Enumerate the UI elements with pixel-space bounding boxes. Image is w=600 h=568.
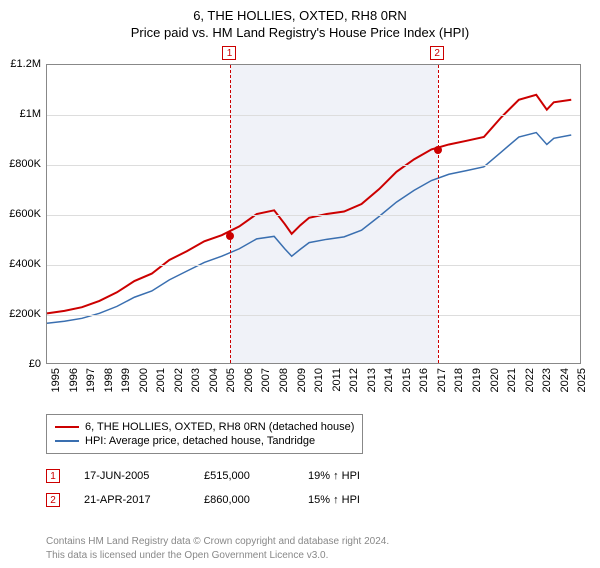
tx-marker: 1: [46, 469, 60, 483]
xtick-label: 2021: [506, 368, 518, 392]
legend-label: 6, THE HOLLIES, OXTED, RH8 0RN (detached…: [85, 421, 354, 433]
xtick-label: 2000: [138, 368, 150, 392]
page-subtitle: Price paid vs. HM Land Registry's House …: [0, 25, 600, 40]
xtick-label: 2013: [366, 368, 378, 392]
xtick-label: 2009: [296, 368, 308, 392]
xtick-label: 2025: [576, 368, 588, 392]
legend-swatch: [55, 440, 79, 442]
ytick-label: £1M: [20, 108, 41, 120]
xtick-label: 2003: [190, 368, 202, 392]
xtick-label: 2012: [348, 368, 360, 392]
ytick-label: £800K: [9, 158, 41, 170]
xtick-label: 1995: [50, 368, 62, 392]
xtick-label: 2016: [418, 368, 430, 392]
series-line: [47, 95, 571, 314]
legend: 6, THE HOLLIES, OXTED, RH8 0RN (detached…: [46, 414, 363, 454]
tx-marker: 2: [46, 493, 60, 507]
xtick-label: 1997: [85, 368, 97, 392]
xtick-label: 2007: [260, 368, 272, 392]
marker-dot: [434, 146, 442, 154]
price-chart: £0£200K£400K£600K£800K£1M£1.2M1995199619…: [46, 64, 581, 364]
legend-label: HPI: Average price, detached house, Tand…: [85, 435, 315, 447]
xtick-label: 2010: [313, 368, 325, 392]
xtick-label: 1999: [120, 368, 132, 392]
gridline-h: [47, 265, 580, 266]
xtick-label: 2023: [541, 368, 553, 392]
marker-vline: [438, 65, 439, 363]
gridline-h: [47, 215, 580, 216]
xtick-label: 2022: [524, 368, 536, 392]
xtick-label: 2008: [278, 368, 290, 392]
ytick-label: £1.2M: [10, 58, 41, 70]
legend-swatch: [55, 426, 79, 428]
series-line: [47, 133, 571, 324]
gridline-h: [47, 115, 580, 116]
transaction-row: 2 21-APR-2017 £860,000 15% ↑ HPI: [46, 488, 398, 512]
xtick-label: 2004: [208, 368, 220, 392]
marker-label: 2: [430, 46, 444, 60]
chart-lines: [47, 65, 580, 363]
tx-price: £860,000: [204, 494, 284, 506]
transaction-row: 1 17-JUN-2005 £515,000 19% ↑ HPI: [46, 464, 398, 488]
gridline-h: [47, 165, 580, 166]
legend-row: HPI: Average price, detached house, Tand…: [55, 434, 354, 448]
xtick-label: 2024: [559, 368, 571, 392]
xtick-label: 2015: [401, 368, 413, 392]
xtick-label: 2005: [225, 368, 237, 392]
plot-area: [46, 64, 581, 364]
xtick-label: 2011: [331, 368, 343, 392]
ytick-label: £400K: [9, 258, 41, 270]
marker-vline: [230, 65, 231, 363]
xtick-label: 1996: [68, 368, 80, 392]
ytick-label: £200K: [9, 308, 41, 320]
xtick-label: 2002: [173, 368, 185, 392]
tx-price: £515,000: [204, 470, 284, 482]
footer-attribution: Contains HM Land Registry data © Crown c…: [46, 535, 389, 562]
marker-dot: [226, 232, 234, 240]
xtick-label: 2019: [471, 368, 483, 392]
ytick-label: £0: [29, 358, 41, 370]
marker-label: 1: [222, 46, 236, 60]
page-title: 6, THE HOLLIES, OXTED, RH8 0RN: [0, 8, 600, 23]
xtick-label: 2017: [436, 368, 448, 392]
tx-date: 21-APR-2017: [84, 494, 180, 506]
xtick-label: 1998: [103, 368, 115, 392]
xtick-label: 2018: [453, 368, 465, 392]
xtick-label: 2006: [243, 368, 255, 392]
ytick-label: £600K: [9, 208, 41, 220]
legend-row: 6, THE HOLLIES, OXTED, RH8 0RN (detached…: [55, 420, 354, 434]
tx-pct: 19% ↑ HPI: [308, 470, 398, 482]
xtick-label: 2014: [383, 368, 395, 392]
transactions-table: 1 17-JUN-2005 £515,000 19% ↑ HPI 2 21-APR-201…: [46, 464, 398, 512]
xtick-label: 2020: [489, 368, 501, 392]
tx-pct: 15% ↑ HPI: [308, 494, 398, 506]
gridline-h: [47, 315, 580, 316]
xtick-label: 2001: [155, 368, 167, 392]
tx-date: 17-JUN-2005: [84, 470, 180, 482]
footer-line1: Contains HM Land Registry data © Crown c…: [46, 535, 389, 549]
